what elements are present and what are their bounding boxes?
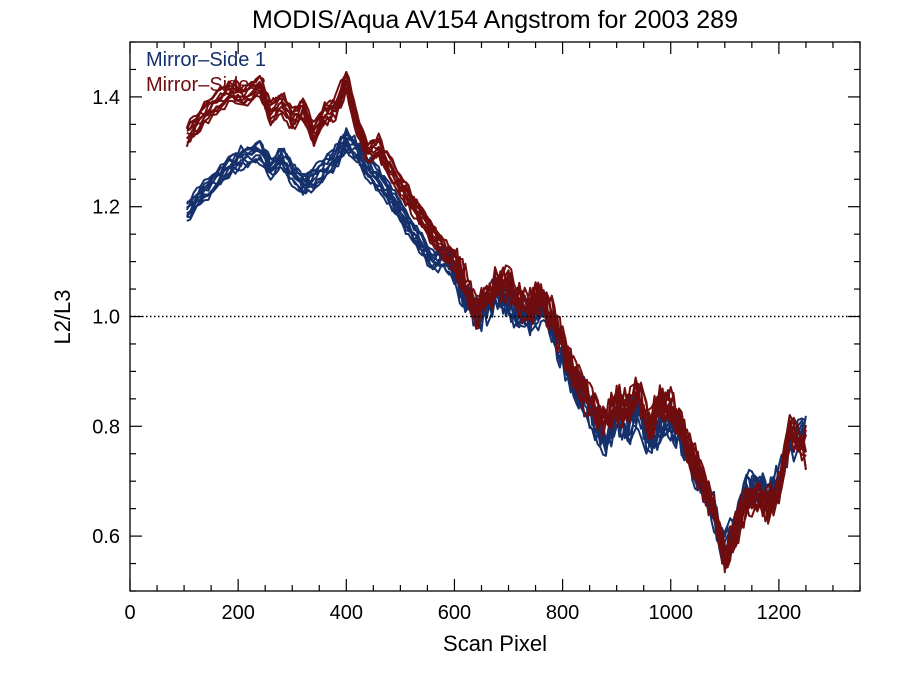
x-tick-label: 1200 (757, 602, 802, 624)
x-tick-label: 400 (330, 602, 363, 624)
axis-tick-labels: 0 200 400 600 800 1000 1200 0.6 0.8 1.0 1.2 1.4 (92, 87, 801, 624)
y-tick-label: 1.4 (92, 87, 120, 109)
y-tick-label: 1.2 (92, 197, 120, 219)
x-tick-label: 1000 (648, 602, 693, 624)
chart-title: MODIS/Aqua AV154 Angstrom for 2003 289 (252, 6, 738, 34)
series-2-line (185, 70, 807, 550)
y-tick-label: 0.6 (92, 526, 120, 548)
x-tick-label: 0 (124, 602, 135, 624)
legend-item-1: Mirror–Side 1 (146, 49, 266, 71)
x-tick-label: 200 (221, 602, 254, 624)
legend-item-2: Mirror–Side 2 (146, 74, 266, 96)
x-tick-label: 600 (438, 602, 471, 624)
series-1-line (186, 133, 807, 545)
series-1-line (185, 137, 807, 555)
series-lines (185, 70, 807, 574)
series-1-line (186, 137, 807, 551)
x-axis-label: Scan Pixel (443, 631, 547, 656)
series-2-line (185, 73, 807, 559)
series-2-line (185, 71, 807, 563)
legend: Mirror–Side 1 Mirror–Side 2 (146, 49, 266, 96)
y-tick-label: 0.8 (92, 416, 120, 438)
axis-ticks (129, 41, 861, 592)
series-1-line (186, 127, 807, 535)
y-tick-label: 1.0 (92, 307, 120, 329)
y-axis-label: L2/L3 (50, 289, 75, 344)
x-tick-label: 800 (546, 602, 579, 624)
